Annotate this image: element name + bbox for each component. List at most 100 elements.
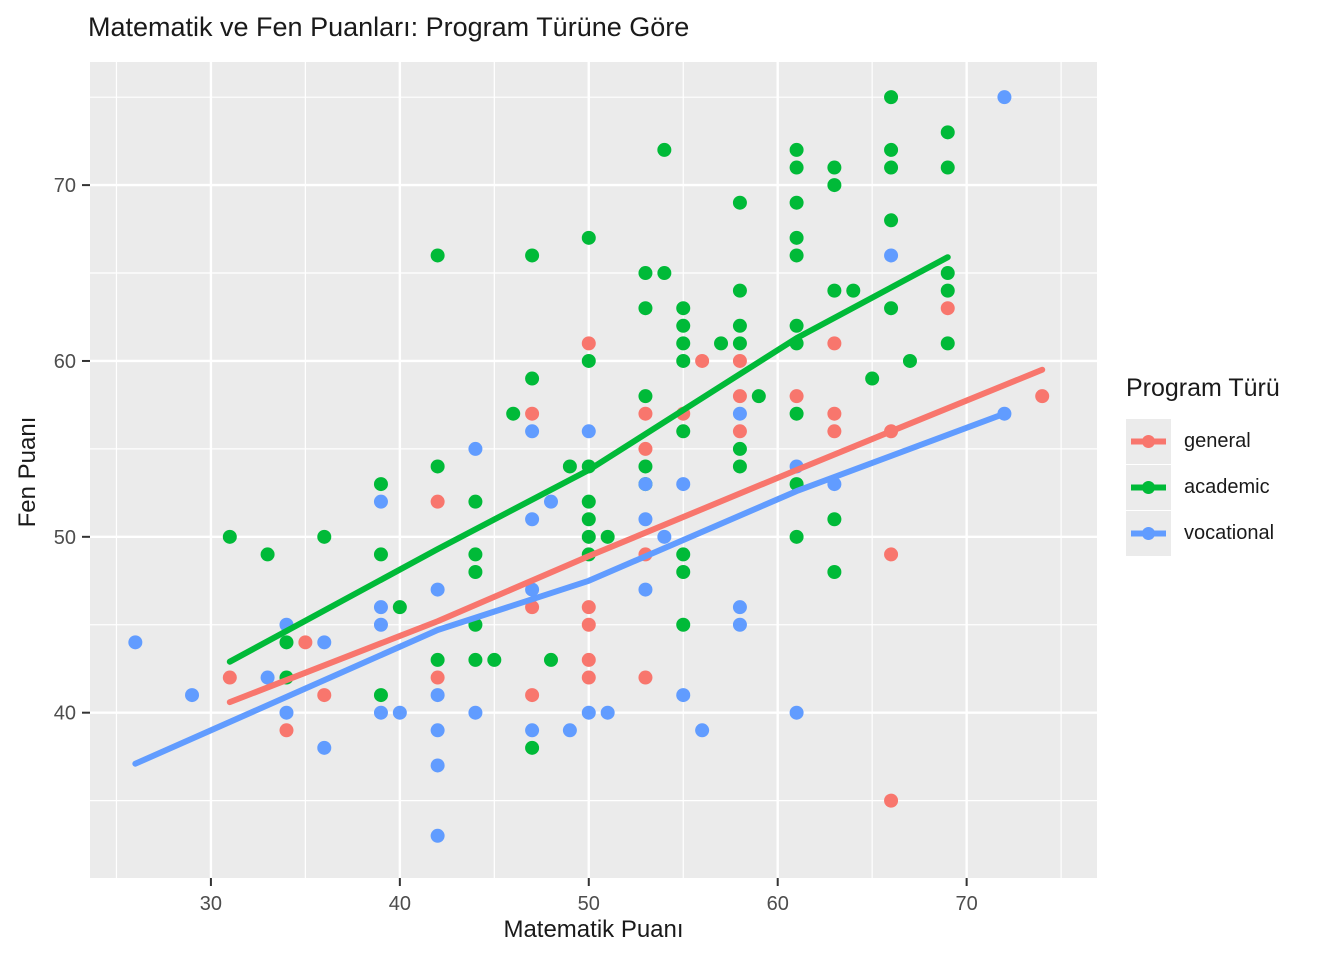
data-point-academic xyxy=(657,266,672,281)
data-point-general xyxy=(581,600,596,615)
x-tick-label: 50 xyxy=(578,893,600,915)
x-tick-label: 60 xyxy=(767,893,789,915)
data-point-academic xyxy=(468,652,483,667)
data-point-vocational xyxy=(676,688,691,703)
data-point-academic xyxy=(638,459,653,474)
data-point-vocational xyxy=(128,635,143,650)
data-point-general xyxy=(581,336,596,351)
legend-item-academic: academic xyxy=(1126,465,1341,510)
data-point-vocational xyxy=(430,582,445,597)
data-point-general xyxy=(581,670,596,685)
data-point-vocational xyxy=(430,758,445,773)
data-point-academic xyxy=(676,424,691,439)
data-point-vocational xyxy=(525,512,540,527)
data-point-academic xyxy=(581,353,596,368)
data-point-vocational xyxy=(562,723,577,738)
legend-label-academic: academic xyxy=(1184,476,1270,498)
data-point-academic xyxy=(657,142,672,157)
data-point-academic xyxy=(468,565,483,579)
data-point-general xyxy=(581,617,596,632)
legend-item-general: general xyxy=(1126,419,1341,464)
data-point-vocational xyxy=(676,477,691,492)
data-point-general xyxy=(1035,389,1050,404)
data-point-academic xyxy=(468,547,483,562)
data-point-academic xyxy=(865,371,880,386)
data-point-vocational xyxy=(997,90,1012,105)
data-point-academic xyxy=(638,301,653,316)
data-point-vocational xyxy=(430,828,445,843)
data-point-vocational xyxy=(732,617,747,632)
data-point-vocational xyxy=(525,723,540,738)
data-point-general xyxy=(732,353,747,368)
x-tick-label: 30 xyxy=(200,893,222,915)
data-point-academic xyxy=(581,230,596,245)
data-point-vocational xyxy=(468,441,483,456)
y-tick-label: 50 xyxy=(54,527,76,549)
data-point-academic xyxy=(676,353,691,368)
data-point-general xyxy=(525,406,540,421)
data-point-academic xyxy=(525,740,540,755)
data-point-academic xyxy=(392,600,407,615)
legend-key-academic-icon xyxy=(1126,465,1171,510)
data-point-vocational xyxy=(638,477,653,492)
data-point-academic xyxy=(676,617,691,632)
data-point-academic xyxy=(373,477,388,492)
y-axis-title: Fen Puanı xyxy=(14,416,41,528)
points-academic xyxy=(222,90,955,755)
data-point-academic xyxy=(846,283,861,298)
data-point-general xyxy=(827,406,842,421)
data-point-academic xyxy=(940,125,955,140)
data-point-general xyxy=(317,688,332,703)
data-point-academic xyxy=(884,301,899,316)
data-point-vocational xyxy=(260,670,275,685)
data-point-academic xyxy=(581,512,596,527)
data-point-general xyxy=(525,688,540,703)
data-point-academic xyxy=(222,529,237,544)
data-point-general xyxy=(789,389,804,404)
data-point-academic xyxy=(789,406,804,421)
data-point-academic xyxy=(789,230,804,245)
data-point-vocational xyxy=(468,705,483,720)
data-point-academic xyxy=(884,213,899,228)
data-point-academic xyxy=(373,688,388,703)
data-point-vocational xyxy=(373,617,388,632)
data-point-academic xyxy=(940,283,955,298)
data-point-academic xyxy=(789,529,804,544)
data-point-vocational xyxy=(317,635,332,650)
data-point-academic xyxy=(562,459,577,474)
data-point-academic xyxy=(525,248,540,263)
data-point-vocational xyxy=(581,424,596,439)
data-point-general xyxy=(638,406,653,421)
data-point-academic xyxy=(789,248,804,263)
data-point-academic xyxy=(506,406,521,421)
data-point-academic xyxy=(789,195,804,210)
data-point-general xyxy=(638,670,653,685)
data-point-academic xyxy=(317,529,332,544)
y-tick-label: 40 xyxy=(54,703,76,725)
data-point-general xyxy=(638,441,653,456)
data-point-general xyxy=(430,670,445,685)
data-point-vocational xyxy=(732,406,747,421)
data-point-general xyxy=(279,723,294,738)
trend-line-vocational xyxy=(132,410,1008,767)
data-point-academic xyxy=(940,336,955,351)
data-point-general xyxy=(732,424,747,439)
legend-key-general-icon xyxy=(1126,419,1171,464)
data-point-academic xyxy=(732,195,747,210)
data-point-vocational xyxy=(638,512,653,527)
data-point-academic xyxy=(676,565,691,579)
x-axis-title: Matematik Puanı xyxy=(503,916,684,943)
data-point-vocational xyxy=(732,600,747,615)
data-point-academic xyxy=(732,283,747,298)
data-point-academic xyxy=(827,283,842,298)
data-point-vocational xyxy=(581,705,596,720)
data-point-academic xyxy=(789,142,804,157)
y-tick-label: 60 xyxy=(54,351,76,373)
data-point-academic xyxy=(260,547,275,562)
data-point-vocational xyxy=(373,600,388,615)
data-point-vocational xyxy=(317,740,332,755)
points-vocational xyxy=(128,90,1012,843)
data-point-academic xyxy=(430,459,445,474)
trend-line-academic xyxy=(226,254,951,665)
